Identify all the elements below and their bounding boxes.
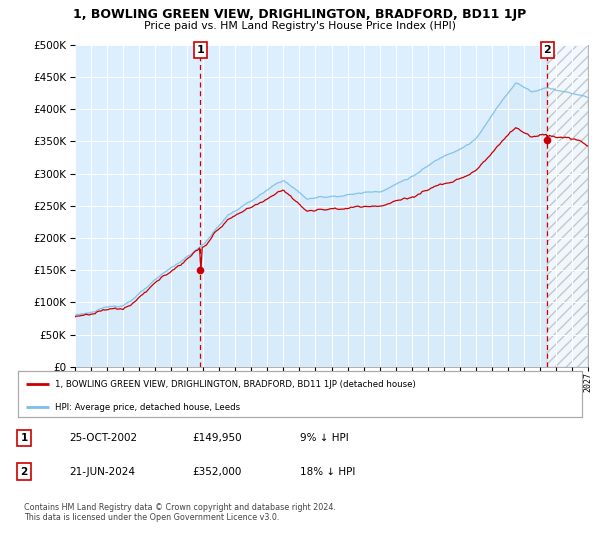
Text: This data is licensed under the Open Government Licence v3.0.: This data is licensed under the Open Gov… (24, 514, 280, 522)
Text: 1: 1 (20, 433, 28, 443)
Text: 21-JUN-2024: 21-JUN-2024 (69, 466, 135, 477)
Text: 1, BOWLING GREEN VIEW, DRIGHLINGTON, BRADFORD, BD11 1JP: 1, BOWLING GREEN VIEW, DRIGHLINGTON, BRA… (73, 8, 527, 21)
Text: 25-OCT-2002: 25-OCT-2002 (69, 433, 137, 443)
Text: 9% ↓ HPI: 9% ↓ HPI (300, 433, 349, 443)
Text: Contains HM Land Registry data © Crown copyright and database right 2024.: Contains HM Land Registry data © Crown c… (24, 503, 336, 512)
Text: 1: 1 (196, 45, 204, 55)
Text: £352,000: £352,000 (192, 466, 241, 477)
Text: HPI: Average price, detached house, Leeds: HPI: Average price, detached house, Leed… (55, 403, 240, 412)
Text: Price paid vs. HM Land Registry's House Price Index (HPI): Price paid vs. HM Land Registry's House … (144, 21, 456, 31)
Text: 1, BOWLING GREEN VIEW, DRIGHLINGTON, BRADFORD, BD11 1JP (detached house): 1, BOWLING GREEN VIEW, DRIGHLINGTON, BRA… (55, 380, 415, 389)
Text: 2: 2 (20, 466, 28, 477)
Text: £149,950: £149,950 (192, 433, 242, 443)
Text: 2: 2 (544, 45, 551, 55)
Text: 18% ↓ HPI: 18% ↓ HPI (300, 466, 355, 477)
